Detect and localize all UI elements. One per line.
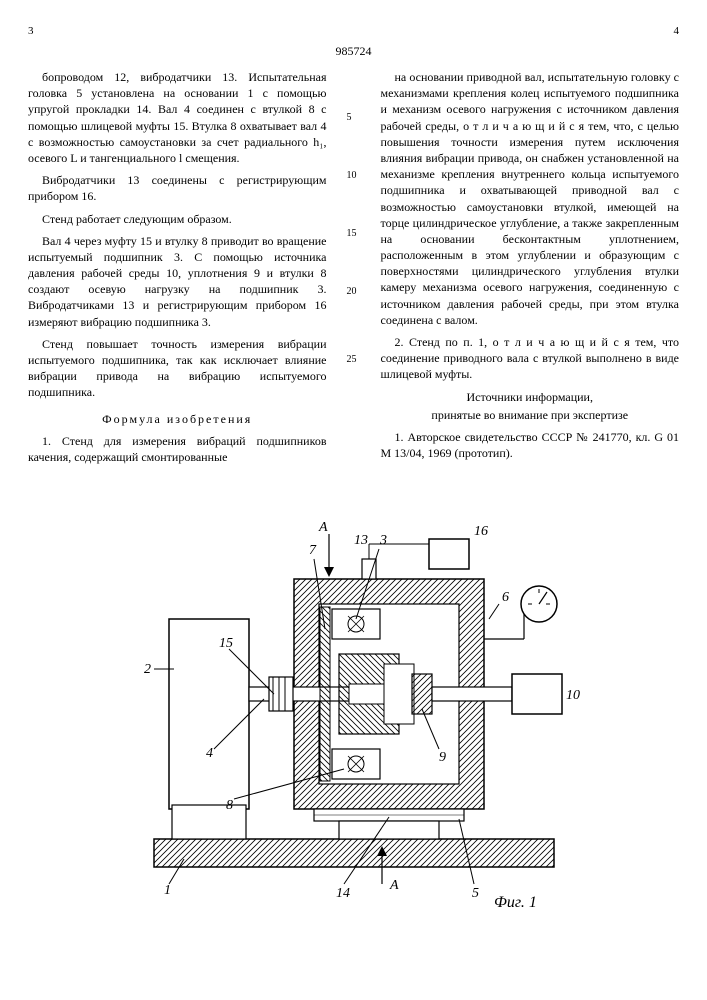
- left-p2: Вибродатчики 13 соединены с регистрирующ…: [28, 172, 327, 204]
- label-10: 10: [566, 688, 580, 703]
- line-mark: 5: [347, 111, 352, 125]
- left-column: бопроводом 12, вибродатчики 13. Испытате…: [28, 69, 327, 471]
- page-header: 3 4: [28, 24, 679, 39]
- label-4: 4: [206, 746, 213, 761]
- line-mark: 20: [347, 285, 357, 299]
- label-7: 7: [309, 543, 317, 558]
- base-plate: [154, 839, 554, 867]
- label-A-top: A: [318, 520, 328, 535]
- pedestal: [339, 821, 439, 839]
- label-14: 14: [336, 886, 350, 901]
- pressure-source: [512, 674, 562, 714]
- left-p6: 1. Стенд для измерения вибраций подшипни…: [28, 433, 327, 465]
- sources-sub: принятые во внимание при экспертизе: [381, 407, 680, 423]
- section-arrow-top: [324, 534, 334, 577]
- doc-number: 985724: [28, 43, 679, 59]
- bearing-top: [332, 609, 380, 639]
- formula-title: Формула изобретения: [28, 411, 327, 427]
- label-8: 8: [226, 798, 233, 813]
- label-6: 6: [502, 590, 509, 605]
- label-3: 3: [379, 533, 387, 548]
- label-16: 16: [474, 524, 488, 539]
- bearing-bottom: [332, 749, 380, 779]
- motor-block: [169, 619, 249, 809]
- seal: [412, 674, 432, 714]
- left-p3: Стенд работает следующим образом.: [28, 211, 327, 227]
- chamber: [384, 664, 414, 724]
- label-1: 1: [164, 883, 171, 898]
- line-mark: 15: [347, 227, 357, 241]
- label-2: 2: [144, 662, 151, 677]
- sensor: [362, 559, 376, 579]
- ring-clamp: [320, 607, 330, 781]
- figure-1: 1 2 3 4 5 6 7 8 9 10 13 14 15 16 A A Фиг…: [28, 489, 679, 909]
- recorder: [429, 539, 469, 569]
- sources-title: Источники информации,: [381, 389, 680, 405]
- right-p2: 2. Стенд по п. 1, о т л и ч а ю щ и й с …: [381, 334, 680, 383]
- label-9: 9: [439, 750, 446, 765]
- page-right-num: 4: [674, 24, 680, 39]
- text-columns: бопроводом 12, вибродатчики 13. Испытате…: [28, 69, 679, 471]
- label-13: 13: [354, 533, 368, 548]
- left-p4: Вал 4 через муфту 15 и втулку 8 приводит…: [28, 233, 327, 330]
- motor-base: [172, 805, 246, 839]
- right-p1: на основании приводной вал, испытательну…: [381, 69, 680, 328]
- right-p3: 1. Авторское свидетельство СССР № 241770…: [381, 429, 680, 461]
- label-5: 5: [472, 886, 479, 901]
- line-number-gutter: 5 10 15 20 25: [347, 69, 361, 471]
- page-left-num: 3: [28, 24, 34, 39]
- label-A-bot: A: [389, 878, 399, 893]
- left-p5: Стенд повышает точность измерения вибрац…: [28, 336, 327, 401]
- label-15: 15: [219, 636, 233, 651]
- line-mark: 25: [347, 353, 357, 367]
- right-column: на основании приводной вал, испытательну…: [381, 69, 680, 471]
- left-p1: бопроводом 12, вибродатчики 13. Испытате…: [28, 69, 327, 166]
- figure-svg: 1 2 3 4 5 6 7 8 9 10 13 14 15 16 A A Фиг…: [114, 489, 594, 909]
- pipe: [432, 687, 512, 701]
- figure-caption: Фиг. 1: [494, 894, 537, 909]
- line-mark: 10: [347, 169, 357, 183]
